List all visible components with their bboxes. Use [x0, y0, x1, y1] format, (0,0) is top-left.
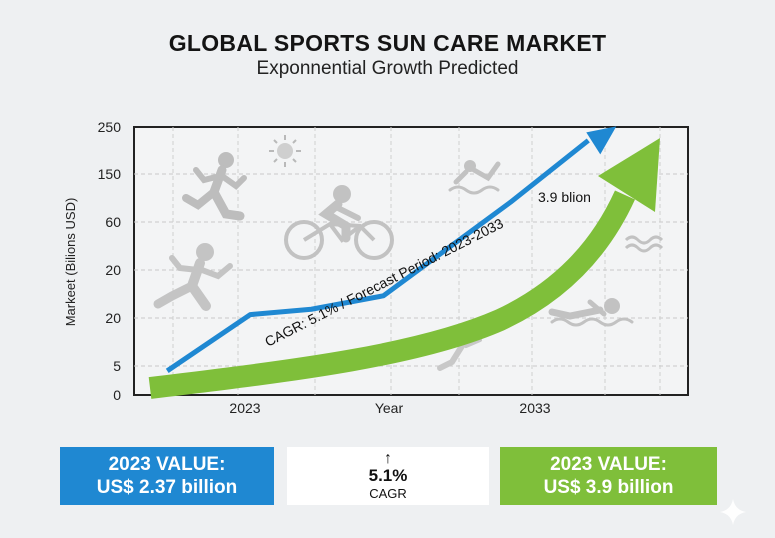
y-tick-label: 250 [98, 119, 122, 135]
end-value-annotation: 3.9 blion [538, 189, 591, 205]
chart-title: GLOBAL SPORTS SUN CARE MARKET [168, 30, 607, 56]
stat-left-value: US$ 2.37 billion [96, 477, 238, 498]
swimmer-icon [548, 298, 634, 327]
runner-icon [182, 152, 247, 221]
stat-box-forecast-value: 2023 VALUE: US$ 3.9 billion [500, 447, 717, 505]
stat-right-label: 2023 VALUE: [550, 454, 667, 475]
y-tick-label: 20 [105, 310, 121, 326]
swimmer-icon [448, 160, 501, 195]
y-tick-label: 150 [98, 166, 122, 182]
wave-icon [624, 235, 664, 253]
series-green-arrowhead [598, 138, 660, 212]
y-tick-label: 20 [105, 262, 121, 278]
stat-box-cagr: ↑ 5.1% CAGR [287, 447, 489, 505]
stat-cagr-label: CAGR [369, 485, 407, 501]
chart-subtitle: Exponnential Growth Predicted [256, 58, 519, 79]
sun-icon [269, 135, 301, 167]
stat-cagr-value: 5.1% [368, 465, 408, 485]
series-blue-line [165, 138, 590, 373]
y-axis-label: Markeet (Bilions USD) [63, 198, 78, 327]
x-tick-label: 2033 [519, 400, 550, 416]
series-green-band [148, 190, 636, 399]
cyclist-icon [284, 185, 394, 260]
sparkle-icon [720, 499, 746, 525]
up-arrow-icon: ↑ [384, 449, 392, 467]
x-tick-label: 2023 [229, 400, 260, 416]
x-axis-label: Year [375, 400, 404, 416]
series-blue-arrowhead [586, 126, 617, 155]
runner-icon [153, 243, 233, 311]
stat-right-value: US$ 3.9 billion [543, 477, 674, 498]
y-tick-label: 0 [113, 387, 121, 403]
y-tick-label: 5 [113, 358, 121, 374]
y-tick-label: 60 [105, 214, 121, 230]
stat-left-label: 2023 VALUE: [108, 454, 226, 475]
stat-box-2023-value: 2023 VALUE: US$ 2.37 billion [60, 447, 274, 505]
